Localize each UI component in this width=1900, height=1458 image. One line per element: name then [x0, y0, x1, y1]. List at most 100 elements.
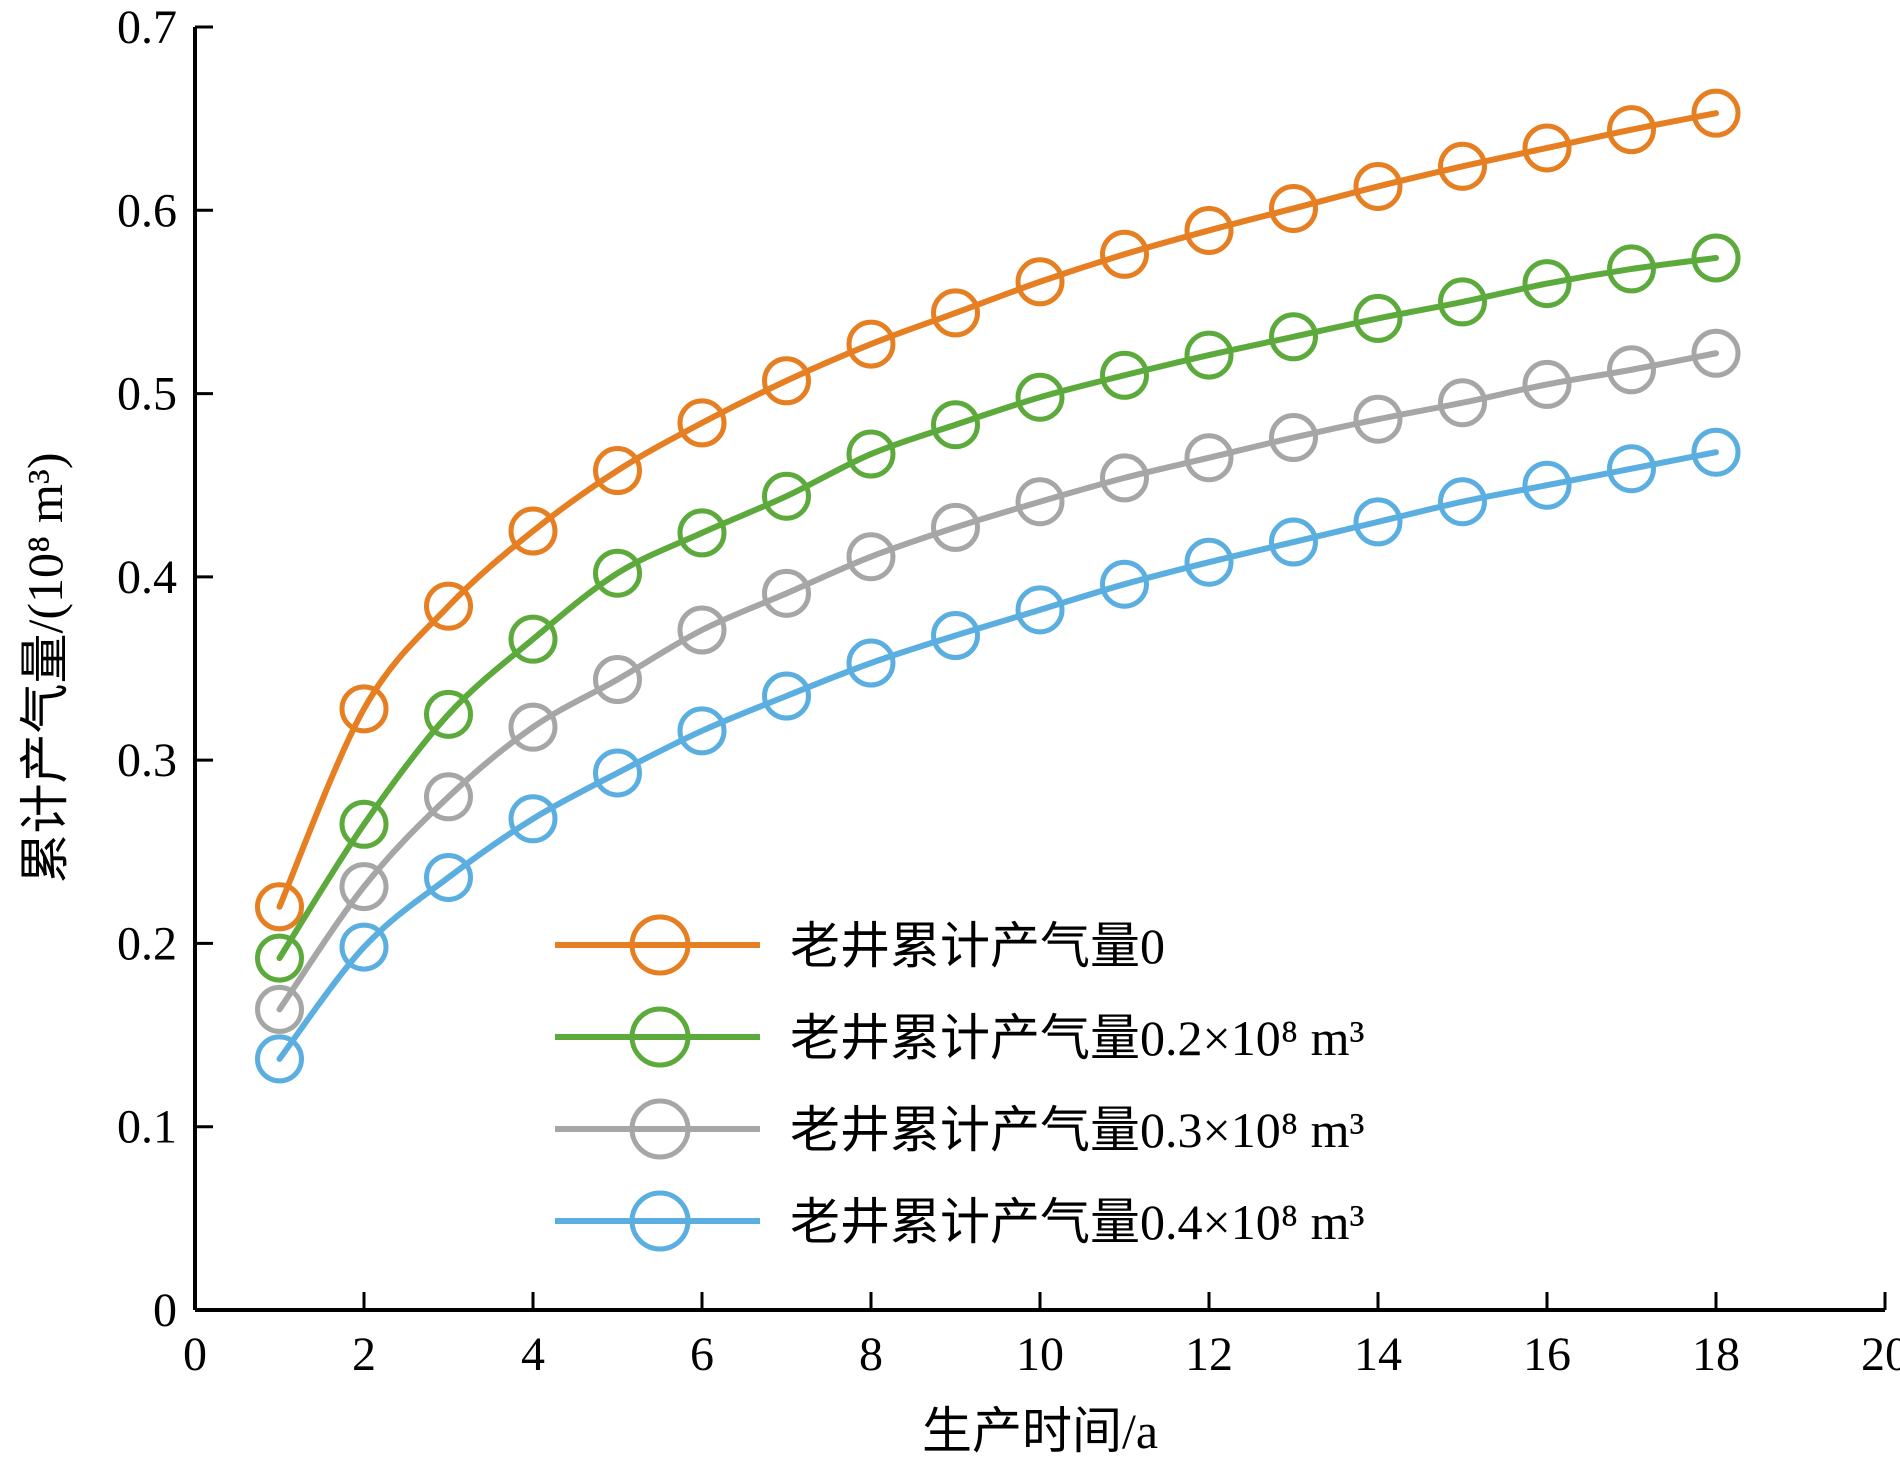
data-point [1269, 517, 1318, 567]
data-point [508, 506, 558, 556]
data-point [1691, 233, 1741, 283]
x-tick-label: 18 [1692, 1328, 1740, 1381]
y-tick-label: 0.5 [117, 368, 177, 421]
data-point [255, 882, 304, 932]
data-point [677, 508, 727, 558]
y-tick-label: 0 [153, 1284, 177, 1337]
data-point [1100, 350, 1149, 400]
data-point [1607, 244, 1656, 294]
x-ticks: 0 2 4 6 8 10 12 14 16 18 20 [183, 1292, 1900, 1381]
y-ticks: 0 0.1 0.2 0.3 0.4 0.5 0.6 0.7 [117, 1, 213, 1337]
series-line [276, 449, 1719, 1062]
data-point [1691, 427, 1741, 477]
y-tick-label: 0.1 [117, 1101, 177, 1154]
data-point [1269, 312, 1318, 362]
data-point [1184, 433, 1234, 483]
legend-marker [629, 1006, 691, 1068]
x-tick-label: 6 [690, 1328, 714, 1381]
data-point [677, 605, 727, 655]
plot-area [255, 88, 1741, 1084]
data-point [762, 568, 811, 618]
data-point [1015, 477, 1065, 527]
data-point [424, 852, 473, 902]
y-tick-label: 0.4 [117, 551, 177, 604]
data-point [1353, 293, 1403, 343]
data-point [508, 794, 558, 844]
data-point [1184, 330, 1234, 380]
y-tick-label: 0.2 [117, 917, 177, 970]
legend-marker [629, 1190, 691, 1252]
series-2 [255, 233, 1741, 983]
data-point [762, 671, 811, 721]
legend-item: 老井累计产气量0.2×10⁸ m³ [555, 1006, 1365, 1068]
x-tick-label: 0 [183, 1328, 207, 1381]
x-tick-label: 8 [859, 1328, 883, 1381]
data-point [339, 799, 389, 849]
data-point [1269, 183, 1318, 233]
data-point [1607, 345, 1656, 395]
data-point [339, 684, 389, 734]
data-point [1100, 453, 1149, 503]
data-point [1184, 205, 1234, 255]
x-tick-label: 16 [1523, 1328, 1571, 1381]
x-tick-label: 10 [1016, 1328, 1064, 1381]
data-point [255, 1034, 304, 1084]
data-point [677, 706, 727, 756]
series-3 [255, 328, 1741, 1034]
x-tick-label: 4 [521, 1328, 545, 1381]
data-point [846, 532, 896, 582]
legend-item: 老井累计产气量0.4×10⁸ m³ [555, 1190, 1365, 1252]
y-tick-label: 0.3 [117, 734, 177, 787]
data-point [1522, 359, 1572, 409]
data-point [1522, 123, 1572, 173]
series-1 [255, 88, 1741, 932]
data-point [508, 702, 558, 752]
series-4 [255, 427, 1741, 1084]
y-tick-label: 0.6 [117, 184, 177, 237]
legend-item: 老井累计产气量0.3×10⁸ m³ [555, 1098, 1365, 1160]
series-line [276, 350, 1719, 1013]
x-axis-title: 生产时间/a [922, 1403, 1158, 1458]
data-point [424, 581, 473, 631]
legend-marker [629, 914, 691, 976]
legend-marker [629, 1098, 691, 1160]
axes: 0 2 4 6 8 10 12 14 16 18 20 0 0.1 0.2 0.3 0.4 0.5 0.6 0.7 [117, 1, 1900, 1381]
data-point [339, 862, 389, 912]
data-point [508, 614, 558, 664]
legend: 老井累计产气量0 老井累计产气量0.2×10⁸ m³ 老井累计产气量0.3×10⁸ … [555, 914, 1365, 1252]
data-point [255, 933, 304, 983]
data-point [339, 922, 389, 972]
y-tick-label: 0.7 [117, 1, 177, 54]
data-point [762, 356, 811, 406]
data-point [931, 400, 980, 450]
data-point [424, 772, 473, 822]
data-point [1015, 372, 1065, 422]
legend-label: 老井累计产气量0.4×10⁸ m³ [790, 1194, 1365, 1250]
y-axis-title: 累计产气量/(10⁸ m³) [17, 452, 73, 883]
series-line [276, 254, 1719, 962]
legend-item: 老井累计产气量0 [555, 914, 1165, 976]
data-point [593, 748, 642, 798]
data-point [1100, 229, 1149, 279]
x-tick-label: 20 [1861, 1328, 1900, 1381]
legend-label: 老井累计产气量0 [790, 918, 1165, 974]
data-point [1353, 394, 1403, 444]
data-point [931, 288, 980, 338]
data-point [424, 689, 473, 739]
data-point [593, 548, 642, 598]
data-point [1269, 413, 1318, 463]
series-line [276, 110, 1719, 910]
data-point [1607, 444, 1656, 494]
data-point [846, 638, 896, 688]
data-point [1522, 259, 1572, 309]
data-point [1438, 477, 1487, 527]
data-point [762, 471, 811, 521]
data-point [1015, 257, 1065, 307]
data-point [1691, 328, 1741, 378]
data-point [931, 502, 980, 552]
data-point [1100, 559, 1149, 609]
legend-label: 老井累计产气量0.2×10⁸ m³ [790, 1010, 1365, 1066]
data-point [1438, 141, 1487, 191]
data-point [1184, 537, 1234, 587]
